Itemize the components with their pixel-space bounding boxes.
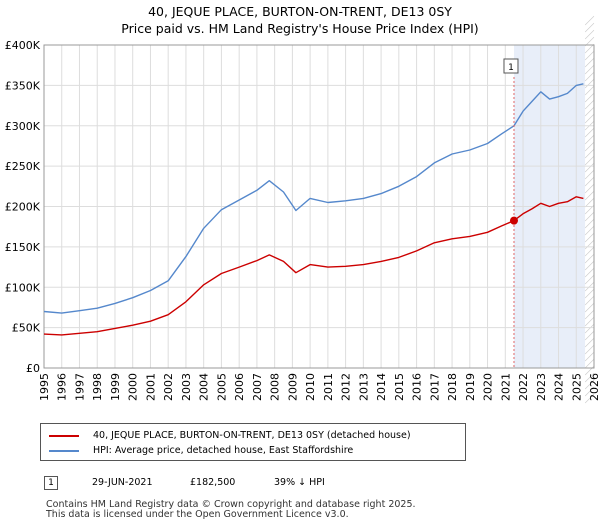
legend-item-hpi: HPI: Average price, detached house, East…	[49, 445, 353, 456]
x-tick-label: 2014	[375, 373, 388, 401]
y-tick-label: £150K	[5, 241, 41, 254]
y-tick-label: £200K	[5, 201, 41, 214]
sale-point-marker	[509, 216, 518, 225]
x-tick-label: 2026	[588, 373, 600, 401]
x-tick-label: 1998	[91, 373, 104, 401]
x-tick-label: 2009	[286, 373, 299, 401]
chart-title: 40, JEQUE PLACE, BURTON-ON-TRENT, DE13 0…	[0, 3, 600, 37]
footer-line1: Contains HM Land Registry data © Crown c…	[46, 499, 416, 510]
plot-frame	[43, 44, 595, 369]
x-tick-label: 1999	[109, 373, 122, 401]
x-tick-label: 2016	[411, 373, 424, 401]
y-tick-label: £350K	[5, 79, 41, 92]
x-tick-label: 2015	[393, 373, 406, 401]
legend-swatch-price	[49, 434, 79, 437]
x-tick-label: 2025	[570, 373, 583, 401]
price-chart: £0 £50K £100K £150K £200K £250K £300K £350K £400…	[5, 15, 600, 404]
x-tick-label: 2007	[251, 373, 264, 401]
footer-line2: This data is licensed under the Open Gov…	[46, 509, 349, 520]
annotation-badge-box	[503, 58, 519, 74]
x-tick-label: 2010	[304, 373, 317, 401]
x-tick-label: 2011	[322, 373, 335, 401]
y-tick-label: £250K	[5, 160, 41, 173]
x-tick-label: 1997	[73, 373, 86, 401]
x-tick-label: 2005	[215, 373, 228, 401]
x-tick-label: 2001	[144, 373, 157, 401]
x-tick-label: 2008	[269, 373, 282, 401]
x-tick-label: 2022	[517, 373, 530, 401]
legend-label-price: 40, JEQUE PLACE, BURTON-ON-TRENT, DE13 0…	[93, 430, 411, 441]
transaction-badge: 1	[44, 476, 58, 490]
legend-label-hpi: HPI: Average price, detached house, East…	[93, 445, 354, 456]
chart-legend: 40, JEQUE PLACE, BURTON-ON-TRENT, DE13 0…	[40, 423, 466, 461]
annotation-badge-label: 1	[508, 63, 514, 73]
price-paid-line	[43, 196, 584, 336]
y-tick-label: £0	[26, 362, 40, 375]
y-tick-label: £100K	[5, 281, 41, 294]
x-tick-label: 2023	[535, 373, 548, 401]
future-hatch	[584, 15, 595, 404]
x-tick-label: 2000	[127, 373, 140, 401]
x-tick-label: 2024	[553, 373, 566, 401]
x-tick-label: 2013	[357, 373, 370, 401]
x-tick-label: 1995	[38, 373, 51, 401]
y-tick-label: £300K	[5, 120, 41, 133]
x-tick-label: 2020	[482, 373, 495, 401]
chart-title-line1: 40, JEQUE PLACE, BURTON-ON-TRENT, DE13 0…	[148, 4, 452, 19]
hpi-line	[43, 83, 584, 314]
chart-title-line2: Price paid vs. HM Land Registry's House …	[121, 21, 479, 36]
x-tick-label: 2003	[180, 373, 193, 401]
x-tick-label: 2017	[428, 373, 441, 401]
x-tick-label: 2006	[233, 373, 246, 401]
x-tick-label: 2019	[464, 373, 477, 401]
x-tick-label: 2021	[499, 373, 512, 401]
copyright-footer: Contains HM Land Registry data © Crown c…	[46, 500, 416, 520]
legend-swatch-hpi	[49, 449, 79, 452]
x-tick-label: 2012	[340, 373, 353, 401]
transaction-hpi-diff: 39% ↓ HPI	[274, 477, 325, 488]
x-tick-label: 1996	[56, 373, 69, 401]
transaction-date: 29-JUN-2021	[92, 477, 153, 488]
legend-item-price: 40, JEQUE PLACE, BURTON-ON-TRENT, DE13 0…	[49, 430, 411, 441]
x-tick-label: 2004	[198, 373, 211, 401]
x-tick-label: 2002	[162, 373, 175, 401]
transaction-price: £182,500	[190, 477, 236, 488]
y-tick-label: £50K	[12, 322, 41, 335]
x-tick-label: 2018	[446, 373, 459, 401]
y-tick-label: £400K	[5, 39, 41, 52]
